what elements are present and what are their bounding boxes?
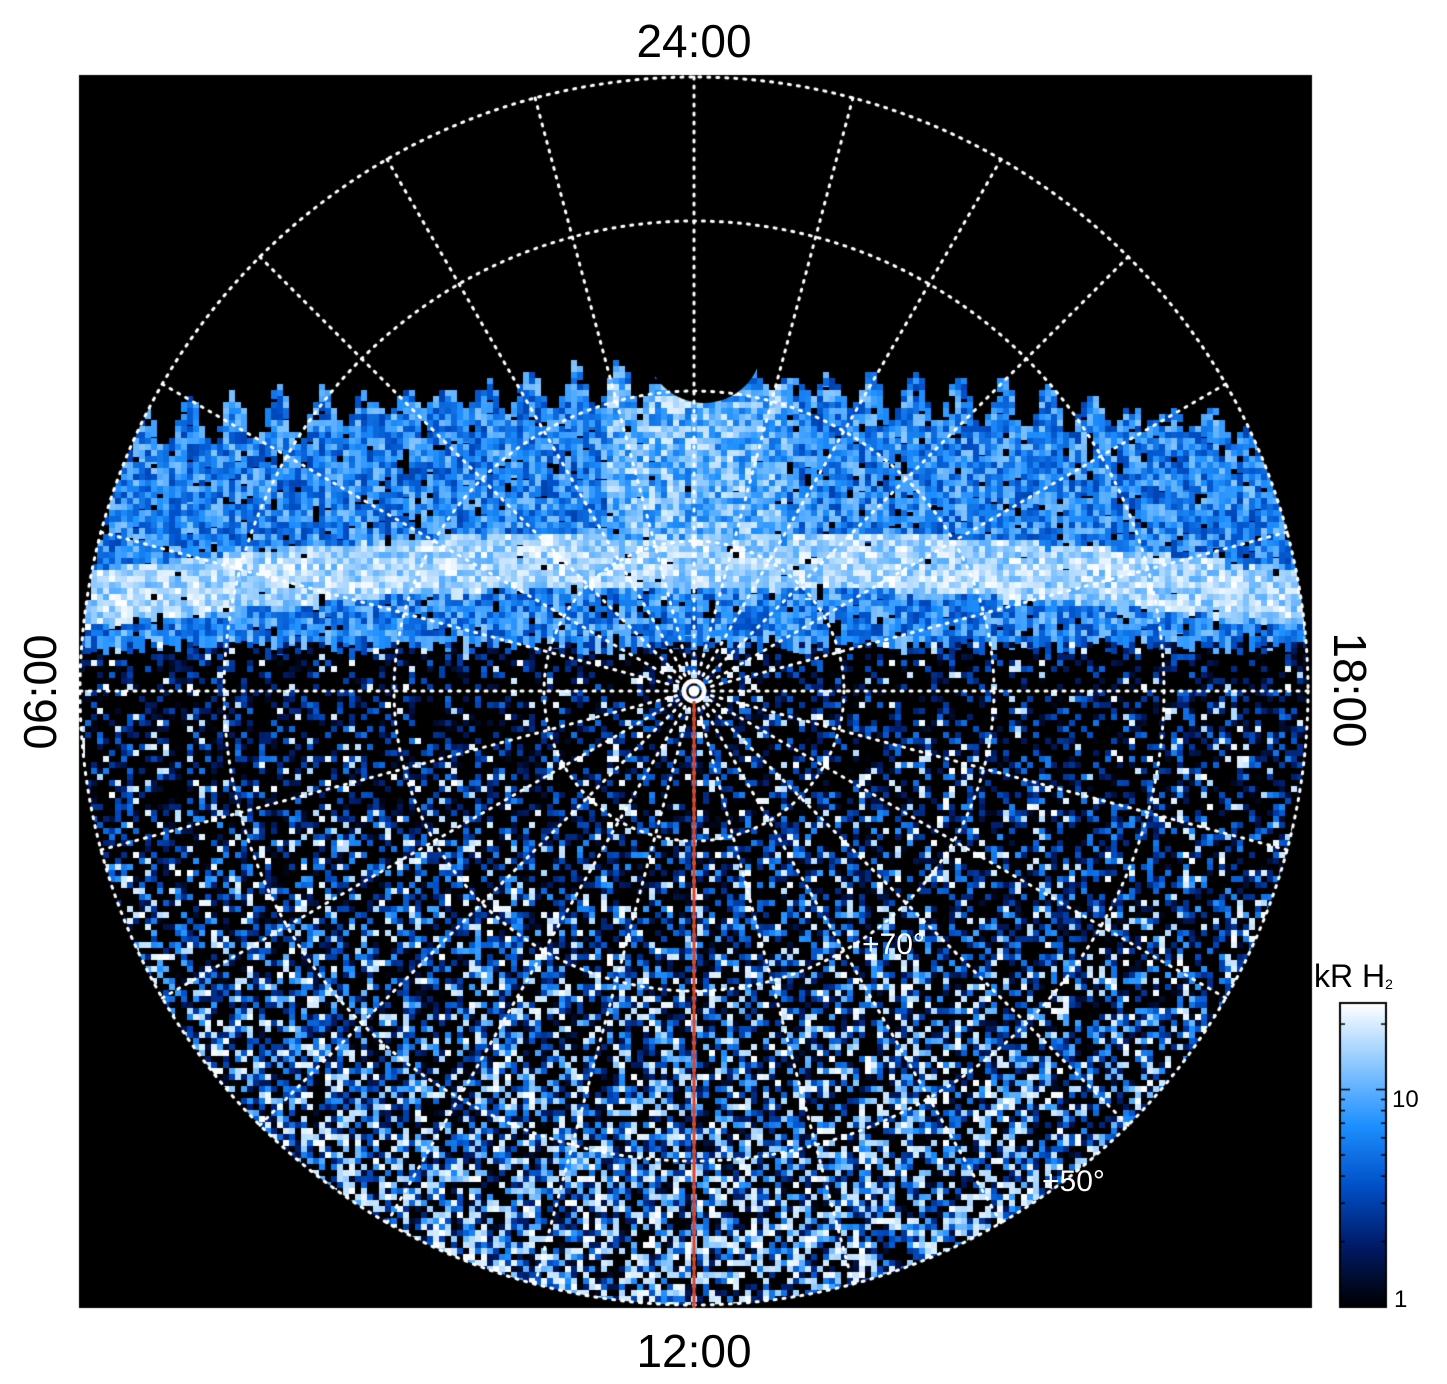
colorbar-title-text: kR H <box>1314 958 1386 994</box>
colorbar-tick-1: 1 <box>1394 1286 1408 1313</box>
latitude-label-70: +70° <box>862 928 925 961</box>
colorbar-title-subscript: 2 <box>1385 976 1393 992</box>
local-time-label-06: 06:00 <box>14 634 66 750</box>
local-time-label-18: 18:00 <box>1324 632 1376 748</box>
local-time-label-12: 12:00 <box>636 1325 752 1377</box>
colorbar-tick-10: 10 <box>1392 1086 1419 1113</box>
colorbar-title: kR H2 <box>1314 958 1393 995</box>
latitude-label-50: +50° <box>1042 1165 1105 1198</box>
local-time-label-24: 24:00 <box>636 15 752 67</box>
